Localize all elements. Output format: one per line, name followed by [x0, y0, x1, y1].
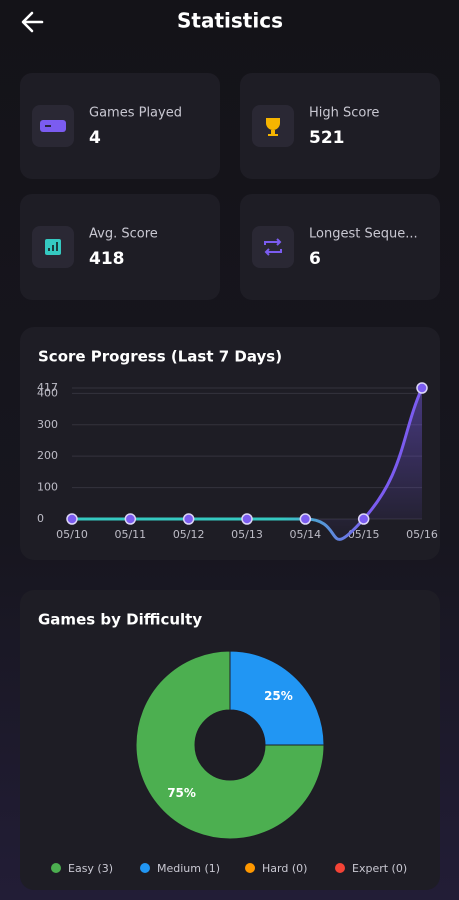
card-background	[240, 73, 440, 179]
x-tick-label: 05/16	[406, 528, 438, 541]
point	[66, 513, 78, 525]
icon-box	[252, 226, 294, 268]
stat-card: Games Played 4	[20, 73, 220, 179]
y-tick-label: 100	[37, 481, 58, 494]
stat-card: Longest Seque... 6	[240, 194, 440, 300]
back-button[interactable]	[21, 11, 44, 33]
line-card	[20, 327, 440, 560]
slice	[229, 650, 325, 746]
y-tick-label: 0	[37, 512, 44, 525]
chart-title: Games by Difficulty	[38, 611, 202, 629]
chart-title: Score Progress (Last 7 Days)	[38, 348, 282, 366]
line	[72, 387, 424, 541]
stat-label: Longest Seque...	[309, 227, 418, 242]
x-tick-label: 05/11	[114, 528, 146, 541]
icon-glyph	[45, 125, 51, 127]
point	[182, 513, 195, 525]
y-tick-label: 200	[37, 449, 58, 462]
stat-value: 4	[89, 128, 101, 148]
legend-swatch	[51, 863, 61, 873]
x-tick-label: 05/14	[289, 528, 321, 541]
stat-card: Avg. Score 418	[20, 194, 220, 300]
icon-glyph	[266, 118, 280, 136]
point	[241, 513, 253, 525]
stat-value: 521	[309, 128, 345, 148]
icon-glyph	[264, 238, 282, 256]
x-tick-label: 05/15	[348, 528, 380, 541]
card-background	[240, 194, 440, 300]
legend-swatch	[140, 863, 150, 873]
y-tick-label: 400	[37, 386, 58, 399]
donut-chart: 75% 25% Easy (3) Medium (1) Hard (0) Expert (…	[51, 650, 407, 875]
x-tick-label: 05/13	[231, 528, 263, 541]
x-tick-label: 05/10	[56, 528, 88, 541]
legend-label: Hard (0)	[262, 862, 307, 875]
legend-label: Expert (0)	[352, 862, 407, 875]
card-background	[20, 194, 220, 300]
slice-label: 75%	[167, 786, 196, 800]
point	[357, 513, 370, 525]
stat-label: Avg. Score	[89, 227, 158, 242]
stat-value: 6	[309, 249, 321, 269]
y-tick-label: 300	[37, 418, 58, 431]
page-title: Statistics	[177, 9, 283, 33]
legend-swatch	[245, 863, 255, 873]
point	[416, 382, 428, 394]
legend-label: Easy (3)	[68, 862, 113, 875]
y-tick-label: 417	[37, 381, 58, 394]
slice	[135, 650, 325, 840]
stat-card: High Score 521	[240, 73, 440, 179]
stat-label: High Score	[309, 106, 379, 121]
slice-label: 25%	[264, 689, 293, 703]
stat-label: Games Played	[89, 106, 182, 121]
point	[299, 513, 312, 525]
x-tick-label: 05/12	[173, 528, 205, 541]
stats-grid: Games Played 4 High Score 521 Avg. Score 418 L…	[20, 73, 440, 300]
stat-value: 418	[89, 249, 125, 269]
legend-label: Medium (1)	[157, 862, 220, 875]
card-background	[20, 73, 220, 179]
legend-swatch	[335, 863, 345, 873]
point	[124, 513, 137, 525]
icon-glyph	[48, 242, 58, 251]
pie-card	[20, 590, 440, 890]
icon-glyph	[40, 120, 66, 132]
